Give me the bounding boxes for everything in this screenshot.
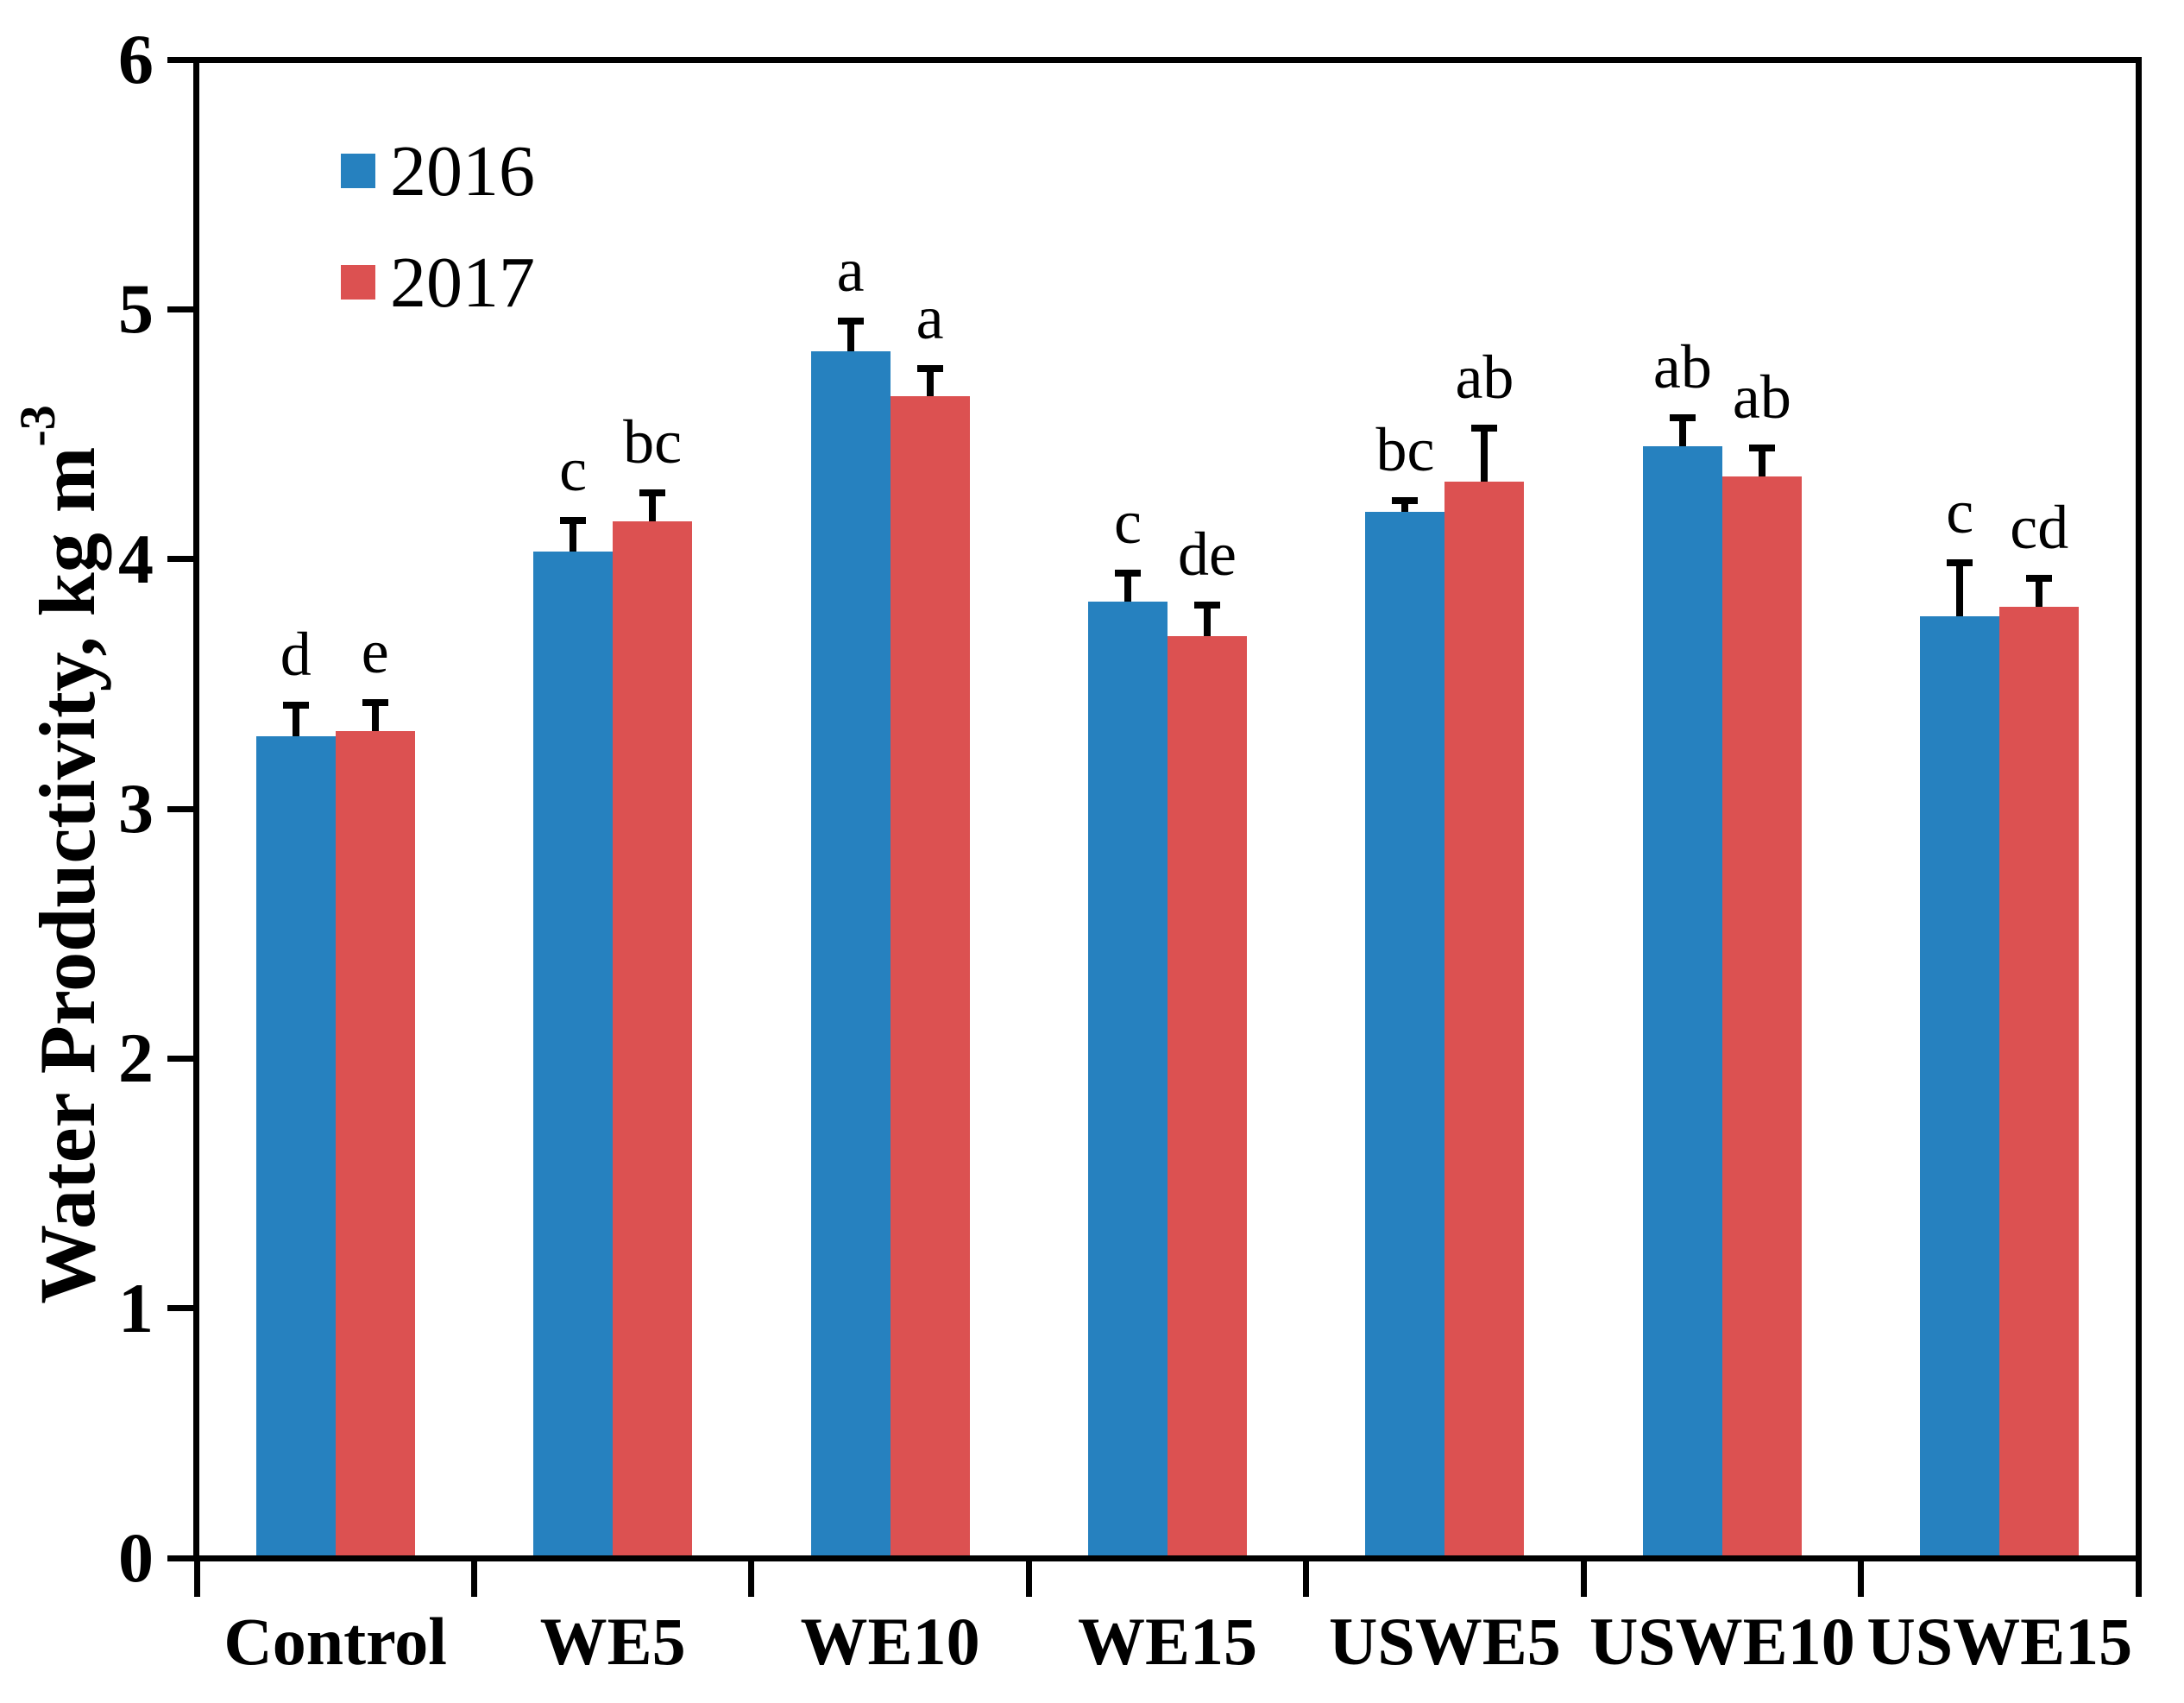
bar-2017-we5 — [613, 521, 693, 1555]
significance-letter: cd — [2010, 492, 2069, 562]
bar-2016-we10 — [810, 351, 891, 1555]
axis-frame — [193, 57, 2142, 1561]
error-bar-stem — [1758, 451, 1765, 477]
significance-letter: ab — [1732, 363, 1791, 432]
y-tick-label: 1 — [118, 1268, 154, 1347]
bar-2017-uswe10 — [1721, 476, 1802, 1555]
error-bar-stem — [2036, 581, 2043, 607]
significance-letter: de — [1178, 520, 1237, 590]
x-category-label: WE15 — [1077, 1604, 1258, 1679]
error-bar-cap — [560, 517, 587, 525]
error-bar-cap — [837, 317, 864, 325]
x-tick — [1303, 1559, 1310, 1597]
error-bar-cap — [1194, 602, 1220, 609]
significance-letter: bc — [1375, 414, 1435, 484]
y-tick-label: 2 — [118, 1019, 154, 1098]
bar-2017-control — [335, 731, 415, 1555]
x-tick — [2135, 1559, 2142, 1597]
bar-2017-we10 — [890, 396, 970, 1555]
error-bar-cap — [1669, 414, 1696, 422]
x-tick — [193, 1559, 200, 1597]
bar-2017-uswe5 — [1444, 481, 1525, 1555]
error-bar-cap — [1115, 569, 1141, 577]
y-tick — [167, 1555, 194, 1561]
x-category-label: Control — [223, 1604, 447, 1679]
error-bar-stem — [1401, 503, 1409, 512]
x-category-label: WE10 — [800, 1604, 980, 1679]
error-bar-cap — [916, 364, 943, 372]
y-tick — [167, 805, 194, 812]
significance-letter: a — [916, 282, 944, 352]
y-tick — [167, 56, 194, 63]
y-tick — [167, 556, 194, 563]
error-bar-stem — [1204, 609, 1211, 637]
x-tick — [1025, 1559, 1032, 1597]
legend-label-2017: 2017 — [390, 243, 535, 323]
error-bar-cap — [639, 489, 666, 497]
x-category-label: USWE5 — [1329, 1604, 1561, 1679]
error-bar-stem — [847, 324, 854, 352]
significance-letter: e — [361, 617, 389, 687]
error-bar-cap — [2026, 574, 2053, 582]
legend-label-2016: 2016 — [390, 131, 535, 211]
x-tick — [470, 1559, 477, 1597]
y-tick-label: 6 — [118, 20, 154, 98]
x-category-label: WE5 — [539, 1604, 686, 1679]
bar-2016-uswe10 — [1642, 446, 1722, 1555]
error-bar-stem — [371, 706, 379, 732]
error-bar-stem — [1481, 432, 1489, 482]
y-tick — [167, 306, 194, 312]
error-bar-stem — [1956, 566, 1964, 617]
error-bar-stem — [1124, 576, 1131, 602]
significance-letter: d — [280, 620, 312, 690]
x-tick — [748, 1559, 755, 1597]
x-category-label: USWE15 — [1866, 1604, 2133, 1679]
error-bar-cap — [282, 702, 309, 710]
significance-letter: c — [1946, 477, 1974, 547]
y-tick-label: 3 — [118, 769, 154, 848]
x-tick — [1858, 1559, 1865, 1597]
y-tick-label: 5 — [118, 269, 154, 349]
error-bar-cap — [1748, 445, 1775, 452]
bar-2016-we15 — [1088, 601, 1168, 1555]
error-bar-stem — [292, 709, 299, 736]
bar-2017-uswe15 — [1999, 606, 2080, 1555]
bar-2016-we5 — [533, 551, 614, 1555]
significance-letter: a — [836, 235, 865, 305]
significance-letter: c — [1114, 487, 1142, 557]
bar-2016-control — [255, 735, 336, 1555]
y-tick-label: 4 — [118, 519, 154, 598]
error-bar-stem — [926, 371, 934, 397]
y-tick — [167, 1305, 194, 1312]
significance-letter: ab — [1455, 343, 1514, 412]
error-bar-stem — [1678, 421, 1686, 447]
error-bar-stem — [570, 524, 577, 552]
legend-swatch-2017 — [341, 265, 375, 300]
bar-2016-uswe15 — [1920, 616, 2000, 1555]
error-bar-cap — [1392, 496, 1419, 504]
error-bar-stem — [649, 496, 657, 522]
significance-letter: ab — [1652, 332, 1712, 402]
bar-2016-uswe5 — [1365, 511, 1445, 1555]
y-axis-title-superscript: -3 — [9, 405, 66, 447]
x-tick — [1580, 1559, 1587, 1597]
x-category-label: USWE10 — [1589, 1604, 1855, 1679]
bar-2017-we15 — [1168, 636, 1247, 1555]
significance-letter: c — [559, 435, 588, 505]
legend-swatch-2016 — [341, 154, 375, 188]
error-bar-cap — [362, 699, 388, 707]
y-tick — [167, 1055, 194, 1062]
y-tick-label: 0 — [118, 1518, 154, 1597]
significance-letter: bc — [623, 407, 683, 477]
error-bar-cap — [1947, 559, 1973, 567]
error-bar-cap — [1471, 425, 1498, 432]
